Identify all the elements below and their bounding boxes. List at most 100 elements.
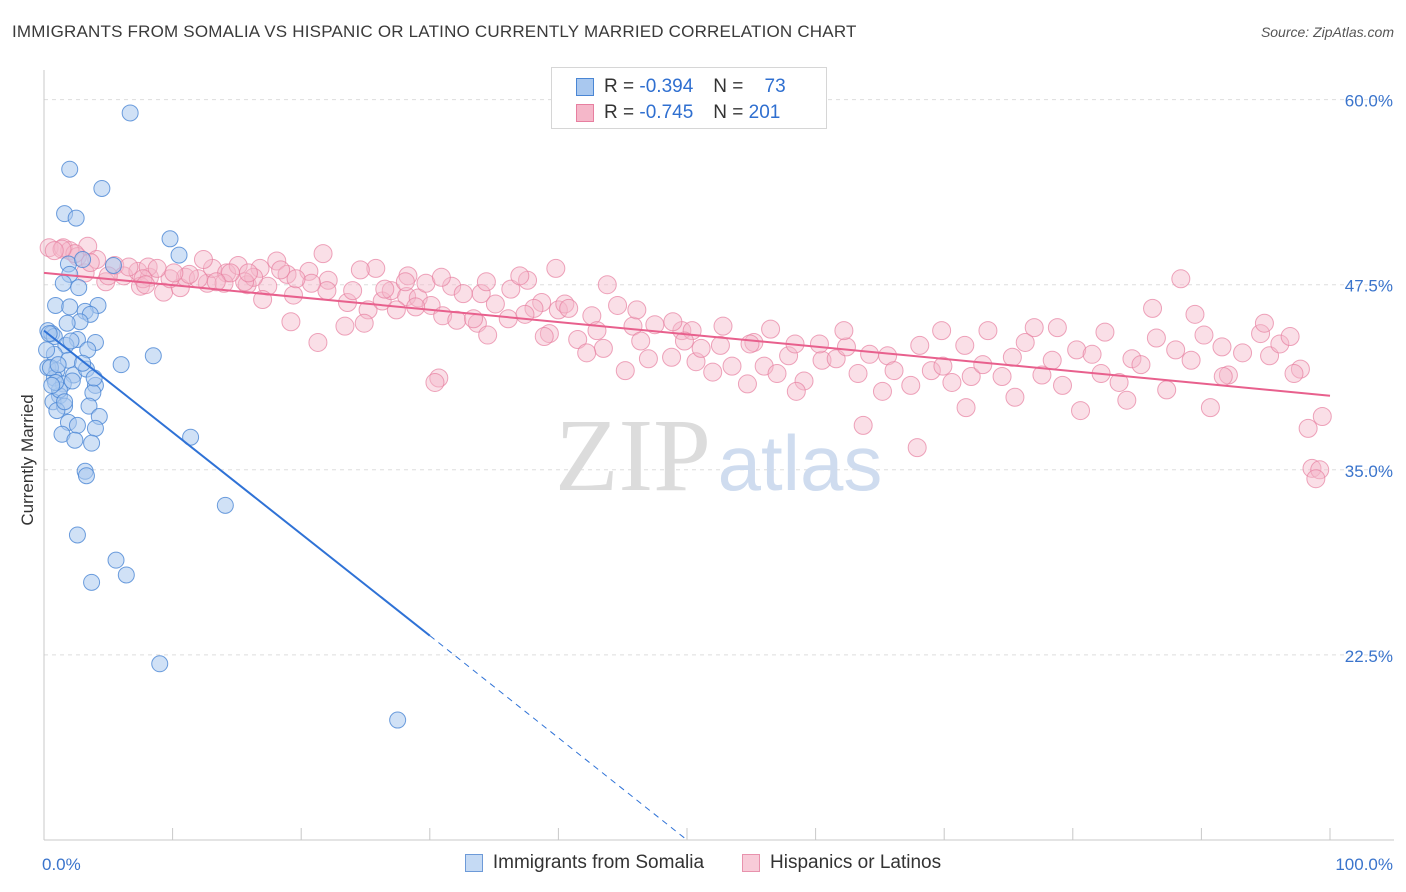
hispanic-point (1254, 313, 1274, 333)
hispanic-point (1213, 367, 1233, 387)
somalia-point (151, 655, 169, 673)
trend-lines (43, 271, 1331, 841)
somalia-point (107, 551, 125, 569)
hispanic-point (1181, 350, 1201, 370)
hispanic-point (1171, 269, 1191, 289)
hispanic-point (1298, 418, 1318, 438)
hispanic-point (933, 356, 953, 376)
hispanic-point (313, 244, 333, 264)
somalia-point (80, 397, 98, 415)
hispanic-point (674, 331, 694, 351)
legend-r-value-somalia: -0.394 (639, 76, 694, 97)
hispanic-point (447, 310, 467, 330)
hispanic-point (779, 346, 799, 366)
hispanic-point (193, 250, 213, 270)
watermark-atlas: atlas (718, 419, 883, 507)
hispanic-point (910, 335, 930, 355)
hispanic-point (992, 367, 1012, 387)
hispanic-point (534, 327, 554, 347)
hispanic-point (354, 313, 374, 333)
hispanic-point (932, 321, 952, 341)
hispanic-point (228, 255, 248, 275)
somalia-point (58, 314, 76, 332)
hispanic-point (740, 334, 760, 354)
hispanic-point (532, 292, 552, 312)
hispanic-point (395, 272, 415, 292)
hispanic-point (476, 272, 496, 292)
legend-row-hispanic: R = -0.745 N = 201 (576, 101, 780, 125)
hispanic-point (350, 260, 370, 280)
axis-layer (43, 70, 1394, 841)
hispanic-point (812, 350, 832, 370)
hispanic-point (471, 284, 491, 304)
hispanic-point (737, 374, 757, 394)
somalia-point (121, 104, 139, 122)
hispanic-point (283, 285, 303, 305)
hispanic-point (767, 364, 787, 384)
legend-label-hispanic: Hispanics or Latinos (770, 852, 942, 873)
hispanic-point (1306, 469, 1326, 489)
hispanic-point (1024, 318, 1044, 338)
hispanic-point (1071, 401, 1091, 421)
legend-n-label-somalia: N = (713, 76, 744, 97)
somalia-point (86, 419, 104, 437)
hispanic-point (1053, 375, 1073, 395)
hispanic-point (1067, 340, 1087, 360)
hispanic-point (1251, 324, 1271, 344)
legend-item-hispanic[interactable]: Hispanics or Latinos (742, 852, 941, 874)
somalia-point (38, 341, 56, 359)
legend-label-somalia: Immigrants from Somalia (492, 852, 705, 873)
hispanic-point (627, 300, 647, 320)
hispanic-point (1095, 322, 1115, 342)
somalia-point (216, 496, 234, 514)
somalia-point (49, 356, 67, 374)
hispanic-point (860, 344, 880, 364)
legend-row-somalia: R = -0.394 N = 73 (576, 75, 786, 99)
hispanic-point (44, 241, 64, 261)
hispanic-point (1015, 332, 1035, 352)
hispanic-point (510, 266, 530, 286)
somalia-point (54, 274, 72, 292)
hispanic-point (836, 337, 856, 357)
tick-labels: 22.5% 35.0% 47.5% 60.0% 0.0% 100.0% (42, 92, 1393, 874)
hispanic-point (1002, 347, 1022, 367)
hispanic-point (978, 321, 998, 341)
hispanic-point (1280, 327, 1300, 347)
somalia-point (77, 467, 95, 485)
hispanic-point (539, 324, 559, 344)
hispanic-point (955, 335, 975, 355)
somalia-point (83, 573, 101, 591)
y-tick-label: 47.5% (1345, 277, 1393, 296)
hispanic-point (515, 304, 535, 324)
legend-swatch-hispanic (576, 104, 594, 122)
somalia-point (93, 179, 111, 197)
hispanic-point (478, 325, 498, 345)
hispanic-point (956, 398, 976, 418)
hispanic-point (608, 295, 628, 315)
hispanic-point (1194, 325, 1214, 345)
hispanic-point (425, 372, 445, 392)
somalia-point (63, 372, 81, 390)
legend-swatch-somalia-bottom (464, 854, 483, 872)
hispanic-point (691, 338, 711, 358)
x-tick-label: 100.0% (1335, 855, 1393, 874)
hispanic-point (631, 331, 651, 351)
hispanic-point (703, 362, 723, 382)
legend-item-somalia[interactable]: Immigrants from Somalia (464, 852, 705, 874)
hispanic-point (1200, 398, 1220, 418)
hispanic-point (1270, 334, 1290, 354)
hispanic-point (834, 321, 854, 341)
hispanic-point (848, 364, 868, 384)
somalia-point (85, 369, 103, 387)
hispanic-point (308, 332, 328, 352)
hispanic-point (1143, 298, 1163, 318)
hispanic-point (710, 335, 730, 355)
hispanic-point (809, 334, 829, 354)
hispanic-point (1117, 390, 1137, 410)
hispanic-point (386, 300, 406, 320)
hispanic-point (214, 273, 234, 293)
somalia-point (70, 279, 88, 297)
somalia-point (104, 256, 122, 274)
y-tick-label: 22.5% (1345, 647, 1393, 666)
hispanic-point (794, 371, 814, 391)
